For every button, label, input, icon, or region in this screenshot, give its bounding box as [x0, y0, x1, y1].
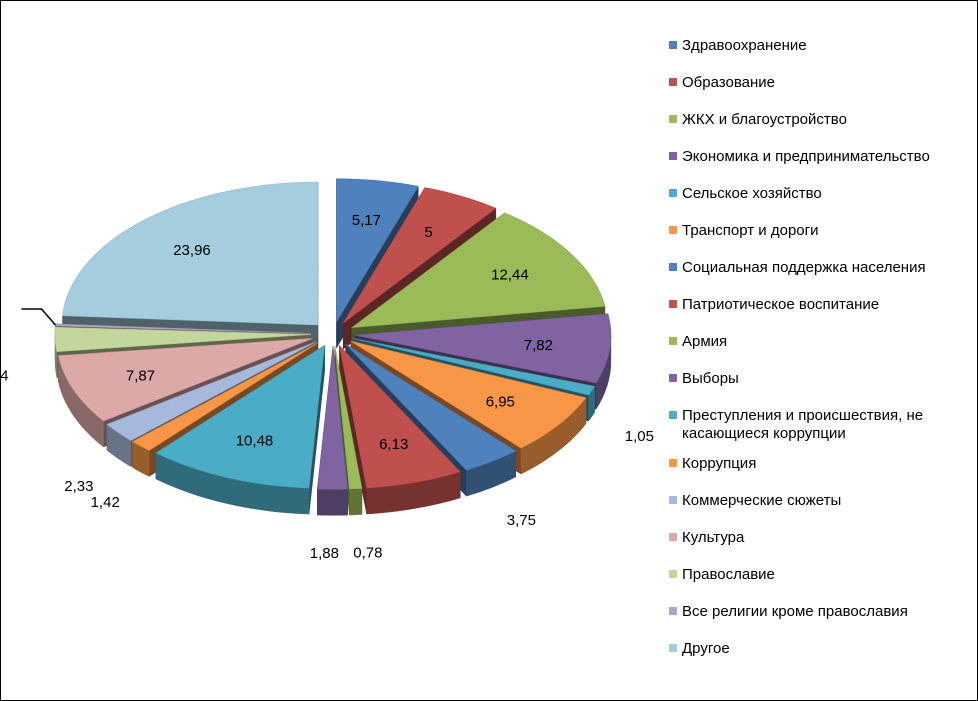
pie-slice-14: [58, 338, 313, 422]
pie-labels: 5,17 5 12,44 7,82 1,05 6,95 3,75 6,13 0,78 1,88 10…: [1, 212, 654, 562]
legend-label: Другое: [682, 640, 730, 657]
pie-slice-5: [353, 338, 596, 396]
legend-item: ЖКХ и благоустройство: [669, 111, 969, 129]
pie-slice-13: [106, 341, 317, 441]
legend-swatch: [669, 411, 677, 419]
pie-slice-7: [345, 343, 517, 471]
data-label: 6,95: [486, 394, 515, 411]
legend-label: Экономика и предпринимательство: [682, 148, 930, 165]
legend-label: Выборы: [682, 370, 739, 387]
legend-swatch: [669, 496, 677, 504]
data-label: 3,75: [507, 512, 536, 529]
legend-label: Социальная поддержка населения: [682, 259, 926, 276]
legend-item: Армия: [669, 333, 969, 351]
legend-swatch: [669, 41, 677, 49]
legend-item: Православие: [669, 566, 969, 584]
pie-slice-10: [317, 346, 348, 490]
pie-slice-11: [155, 344, 325, 489]
legend-label: Здравоохранение: [682, 37, 807, 54]
pie-slice-outer-wall: [317, 488, 348, 516]
legend-swatch: [669, 152, 677, 160]
legend-item: Сельское хозяйство: [669, 185, 969, 203]
legend-label: ЖКХ и благоустройство: [682, 111, 847, 128]
legend-item: Образование: [669, 74, 969, 92]
legend-swatch: [669, 607, 677, 615]
data-label: 1,05: [625, 428, 654, 445]
data-label: 1,88: [310, 545, 339, 562]
data-label: 23,96: [173, 242, 211, 259]
data-label: 7,82: [524, 337, 553, 354]
leader-line: [21, 308, 57, 326]
legend-swatch: [669, 300, 677, 308]
data-label: 5,17: [352, 212, 381, 229]
legend-label: Коммерческие сюжеты: [682, 492, 842, 509]
legend-label: Культура: [682, 529, 745, 546]
legend-swatch: [669, 115, 677, 123]
pie-slice-8: [338, 344, 461, 489]
data-label: 2,33: [64, 478, 93, 495]
data-label: 6,13: [379, 436, 408, 453]
legend-label: Транспорт и дороги: [682, 222, 819, 239]
data-label: 7,87: [126, 368, 155, 385]
legend-item: Коммерческие сюжеты: [669, 492, 969, 510]
pie-slice-3: [350, 212, 606, 329]
legend-swatch: [669, 374, 677, 382]
legend-label: Сельское хозяйство: [682, 185, 822, 202]
legend-label: Коррупция: [682, 455, 757, 472]
legend-swatch: [669, 570, 677, 578]
data-label: 1,42: [91, 494, 120, 511]
legend-swatch: [669, 263, 677, 271]
legend-item: Коррупция: [669, 455, 969, 473]
legend-label: Образование: [682, 74, 775, 91]
pie-slice-12: [131, 342, 318, 451]
legend-item: Преступления и происшествия, не касающие…: [669, 407, 969, 443]
legend-label: Все религии кроме православия: [682, 603, 908, 620]
legend-label: Патриотическое воспитание: [682, 296, 880, 313]
legend-item: Культура: [669, 529, 969, 547]
legend-swatch: [669, 337, 677, 345]
legend-swatch: [669, 533, 677, 541]
pie-slice-6: [350, 340, 587, 449]
pie-slice-15: [54, 326, 312, 353]
data-label: 2,74: [1, 368, 9, 385]
pie-slice-17: [62, 181, 319, 326]
legend-item: Выборы: [669, 370, 969, 388]
legend-label: Армия: [682, 333, 728, 350]
legend-item: Транспорт и дороги: [669, 222, 969, 240]
legend-item: Патриотическое воспитание: [669, 296, 969, 314]
legend-item: Здравоохранение: [669, 37, 969, 55]
legend-item: Другое: [669, 640, 969, 658]
legend-swatch: [669, 78, 677, 86]
pie-slice-9: [334, 346, 363, 490]
pie-chart: 5,17 5 12,44 7,82 1,05 6,95 3,75 6,13 0,78 1,88 10…: [1, 178, 654, 562]
legend-swatch: [669, 644, 677, 652]
legend-label: Преступления и происшествия, не касающие…: [682, 407, 924, 442]
pie-tops: [54, 178, 612, 490]
data-label: 12,44: [491, 267, 529, 284]
data-label: 0,78: [353, 544, 382, 561]
legend-item: Все религии кроме православия: [669, 603, 969, 621]
legend-swatch: [669, 226, 677, 234]
legend-swatch: [669, 189, 677, 197]
pie-slice-2: [342, 187, 497, 324]
legend-item: Экономика и предпринимательство: [669, 148, 969, 166]
legend-swatch: [669, 459, 677, 467]
pie-slice-4: [354, 313, 612, 384]
data-label: 10,48: [236, 433, 274, 450]
pie-slice-1: [336, 178, 419, 323]
data-label: 5: [424, 224, 432, 241]
pie-slice-outer-wall: [349, 488, 363, 516]
legend-label: Православие: [682, 566, 775, 583]
legend-item: Социальная поддержка населения: [669, 259, 969, 277]
